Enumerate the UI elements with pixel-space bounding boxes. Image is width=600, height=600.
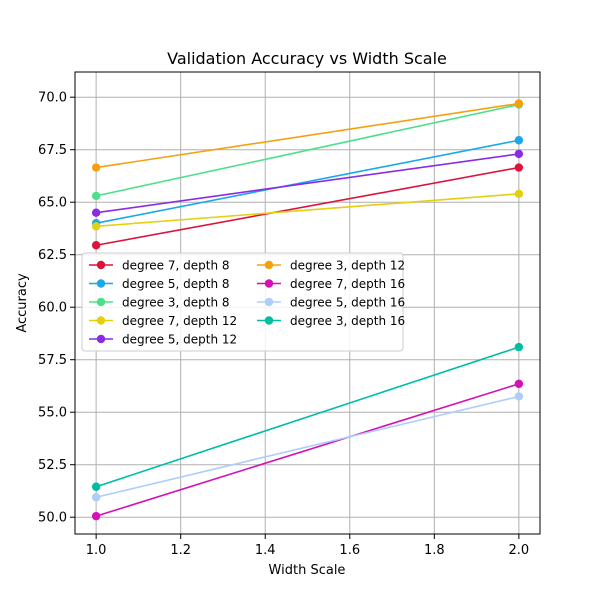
y-tick-label: 62.5 — [38, 248, 67, 263]
series-8 — [91, 392, 524, 502]
y-tick-label: 70.0 — [38, 91, 67, 106]
legend-item: degree 5, depth 8 — [89, 277, 230, 291]
series-9 — [91, 342, 524, 491]
series-line — [95, 139, 520, 224]
series-line — [95, 395, 520, 499]
y-tick-label: 52.5 — [38, 458, 67, 473]
x-axis-label: Width Scale — [269, 563, 346, 578]
x-tick-label: 1.6 — [339, 543, 360, 558]
legend-swatch-marker — [264, 279, 274, 288]
series-line — [95, 383, 520, 517]
series-3 — [91, 100, 524, 201]
legend-swatch-marker — [96, 297, 106, 307]
legend-swatch-marker — [264, 260, 274, 270]
y-axis-ticks: 50.0 52.5 55.0 57.5 60.0 62.5 65.0 67.5 70.0 — [38, 91, 75, 526]
legend-item: degree 3, depth 8 — [89, 295, 230, 309]
data-point — [91, 163, 101, 172]
x-tick-label: 1.4 — [255, 543, 276, 558]
data-point — [514, 189, 524, 198]
legend-item: degree 7, depth 12 — [89, 314, 237, 328]
y-tick-label: 60.0 — [38, 301, 67, 316]
legend-item: degree 5, depth 16 — [257, 295, 405, 309]
data-point — [91, 482, 101, 491]
series-5 — [91, 149, 524, 217]
x-axis-ticks: 1.0 1.2 1.4 1.6 1.8 2.0 — [86, 534, 529, 558]
data-point — [91, 222, 101, 231]
legend-label: degree 3, depth 16 — [290, 314, 405, 328]
y-tick-label: 57.5 — [38, 353, 67, 368]
series-6 — [91, 99, 524, 172]
data-point — [514, 163, 524, 172]
legend-swatch-marker — [264, 316, 274, 325]
data-point — [514, 136, 524, 145]
data-point — [91, 208, 101, 217]
legend-item: degree 7, depth 16 — [257, 277, 405, 291]
data-point — [91, 493, 101, 502]
legend-label: degree 3, depth 12 — [290, 258, 405, 272]
legend-label: degree 5, depth 12 — [122, 332, 237, 346]
series-7 — [91, 379, 524, 521]
data-point — [514, 379, 524, 389]
series-1 — [91, 163, 524, 250]
series-lines — [91, 99, 524, 521]
data-point — [91, 191, 101, 201]
legend-label: degree 5, depth 16 — [290, 295, 405, 309]
legend-swatch-marker — [96, 279, 106, 288]
chart-title: Validation Accuracy vs Width Scale — [167, 49, 447, 68]
legend-swatch-marker — [96, 316, 106, 325]
legend-item: degree 3, depth 16 — [257, 314, 405, 328]
data-point — [91, 241, 101, 250]
series-4 — [91, 189, 524, 231]
legend: degree 7, depth 8 degree 5, depth 8 degree… — [81, 252, 405, 352]
plot-frame — [74, 71, 541, 535]
series-line — [96, 193, 519, 228]
legend-swatch-marker — [264, 297, 274, 307]
y-tick-label: 65.0 — [38, 196, 67, 211]
y-tick-label: 67.5 — [38, 143, 67, 158]
legend-label: degree 5, depth 8 — [122, 277, 230, 291]
x-tick-label: 2.0 — [509, 543, 530, 558]
series-line — [96, 102, 519, 169]
x-tick-label: 1.2 — [170, 543, 191, 558]
series-line — [95, 103, 520, 197]
data-point — [514, 149, 524, 159]
legend-swatch-marker — [96, 260, 106, 270]
series-line — [95, 346, 520, 488]
legend-label: degree 7, depth 8 — [122, 258, 230, 272]
y-axis-label: Accuracy — [15, 273, 30, 333]
legend-swatch-marker — [96, 334, 106, 344]
data-point — [91, 511, 101, 521]
legend-label: degree 7, depth 16 — [290, 277, 405, 291]
y-tick-label: 55.0 — [38, 406, 67, 421]
x-tick-label: 1.0 — [86, 543, 107, 558]
y-tick-label: 50.0 — [38, 511, 67, 526]
series-line — [96, 153, 519, 214]
legend-item: degree 7, depth 8 — [89, 258, 230, 272]
legend-label: degree 7, depth 12 — [122, 314, 237, 328]
data-point — [514, 99, 524, 108]
legend-label: degree 3, depth 8 — [122, 295, 230, 309]
legend-box — [81, 252, 404, 352]
legend-item: degree 5, depth 12 — [89, 332, 237, 346]
x-tick-label: 1.8 — [424, 543, 445, 558]
series-line — [95, 166, 520, 247]
legend-item: degree 3, depth 12 — [257, 258, 405, 272]
data-point — [514, 392, 524, 401]
data-point — [514, 342, 524, 352]
